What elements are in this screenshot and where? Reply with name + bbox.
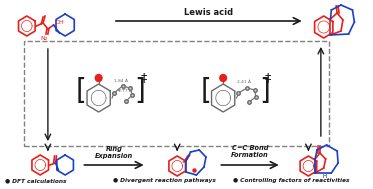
Text: Ring
Expansion: Ring Expansion (95, 146, 133, 159)
Text: N₂: N₂ (40, 36, 48, 41)
Text: H: H (323, 174, 327, 179)
Text: ‡: ‡ (265, 71, 272, 84)
Text: 2.41 Å: 2.41 Å (237, 80, 251, 84)
Text: ● Divergent reaction pathways: ● Divergent reaction pathways (113, 178, 216, 183)
Text: ● Controlling factors of reactivities: ● Controlling factors of reactivities (233, 178, 349, 183)
Text: [: [ (200, 77, 211, 105)
Text: 1.77 Å: 1.77 Å (117, 89, 132, 93)
Text: OH: OH (54, 20, 65, 25)
Text: 1.84 Å: 1.84 Å (114, 79, 128, 83)
Circle shape (220, 74, 226, 81)
Text: Lewis acid: Lewis acid (184, 8, 233, 17)
Text: [: [ (76, 77, 87, 105)
Text: ]: ] (259, 77, 270, 105)
Circle shape (95, 74, 102, 81)
Text: ‡: ‡ (141, 71, 147, 84)
Text: ● DFT calculations: ● DFT calculations (5, 178, 66, 183)
Text: C−C Bond
Formation: C−C Bond Formation (231, 145, 269, 158)
Bar (24, 41, 329, 146)
Text: ]: ] (134, 77, 145, 105)
